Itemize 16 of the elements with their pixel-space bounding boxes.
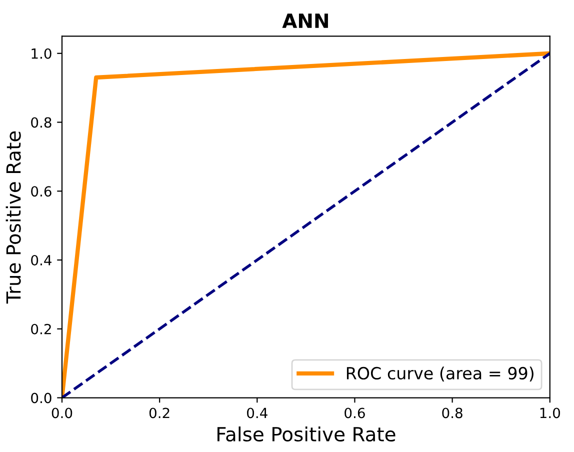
y-tick-label: 1.0	[32, 48, 52, 59]
y-tick-label: 0.2	[31, 324, 51, 334]
x-tick-label: 0.2	[149, 408, 170, 418]
x-tick-label: 0.8	[442, 408, 462, 418]
x-tick-label: 1.0	[540, 408, 560, 418]
x-axis-title: False Positive Rate	[218, 426, 396, 442]
y-tick-label: 0.8	[31, 117, 52, 128]
chart-title: ANN	[282, 14, 328, 28]
x-tick-label: 0.4	[247, 408, 268, 418]
y-tick-label: 0.4	[31, 254, 52, 266]
x-tick-label: 0.6	[344, 408, 365, 418]
y-axis-title: True Positive Rate	[6, 131, 21, 304]
y-tick-label: 0.0	[31, 392, 52, 404]
legend-label: ROC curve (area = 99)	[346, 366, 534, 382]
x-tick-label: 0.0	[52, 408, 72, 418]
y-tick-label: 0.6	[31, 186, 52, 197]
